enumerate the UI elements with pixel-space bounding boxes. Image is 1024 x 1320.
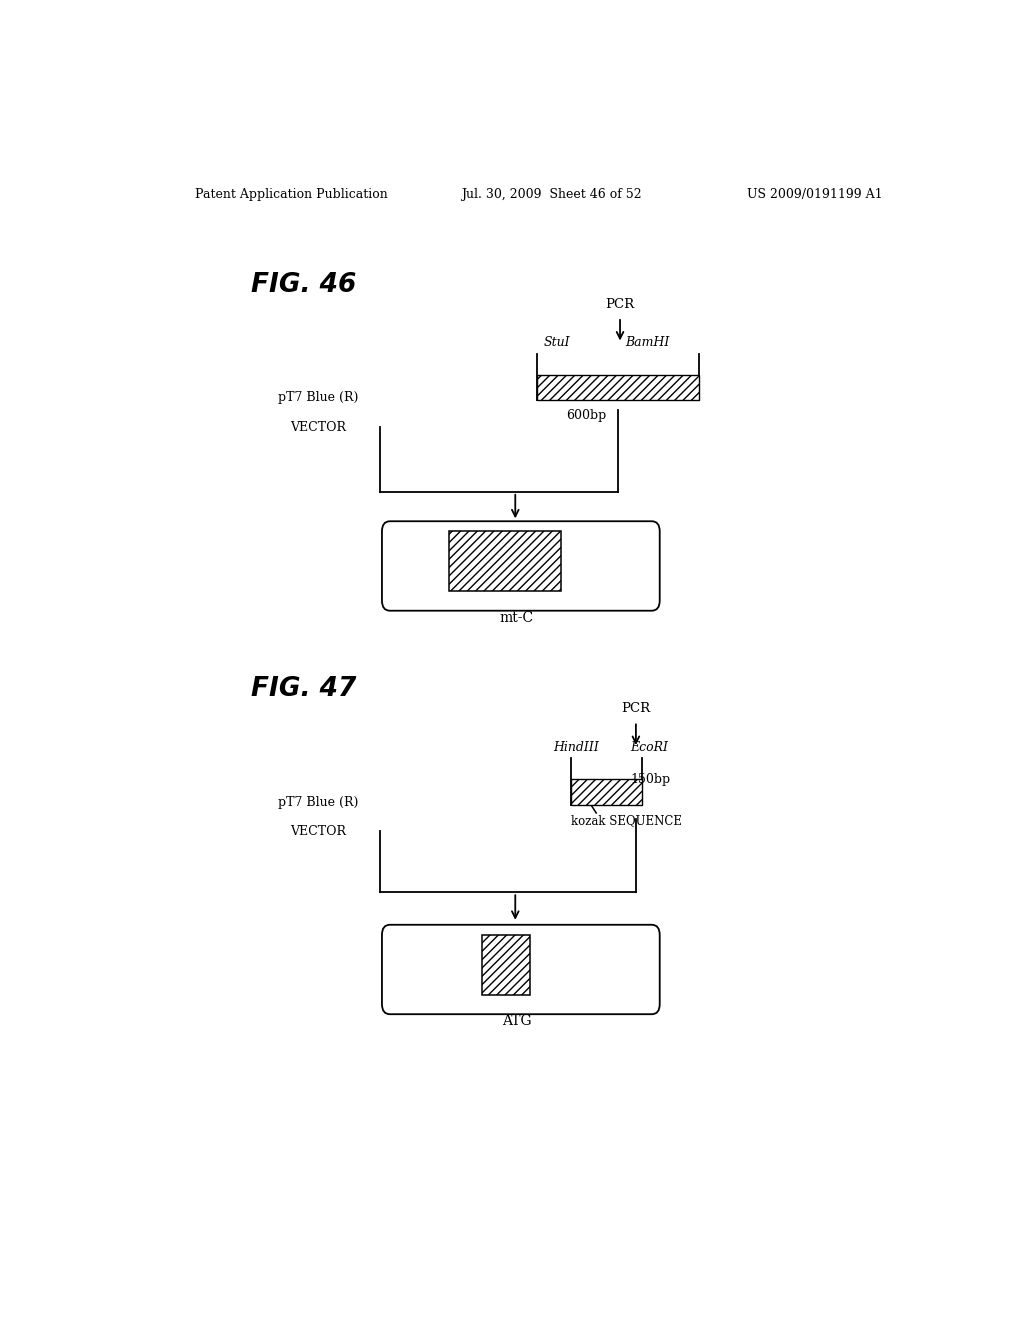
Text: pT7 Blue (R): pT7 Blue (R) xyxy=(279,796,358,809)
Text: 600bp: 600bp xyxy=(566,409,607,422)
Text: VECTOR: VECTOR xyxy=(291,825,346,838)
Text: ATG: ATG xyxy=(502,1014,531,1028)
Text: mt-C: mt-C xyxy=(500,611,534,624)
Text: BamHI: BamHI xyxy=(626,337,670,350)
Text: StuI: StuI xyxy=(543,337,570,350)
Text: EcoRI: EcoRI xyxy=(631,741,669,754)
FancyBboxPatch shape xyxy=(382,521,659,611)
Text: HindIII: HindIII xyxy=(553,741,599,754)
Text: kozak SEQUENCE: kozak SEQUENCE xyxy=(570,814,682,828)
Bar xyxy=(450,532,560,591)
Text: Patent Application Publication: Patent Application Publication xyxy=(196,189,388,202)
Bar xyxy=(537,375,699,400)
Text: US 2009/0191199 A1: US 2009/0191199 A1 xyxy=(748,189,883,202)
FancyBboxPatch shape xyxy=(382,925,659,1014)
Text: pT7 Blue (R): pT7 Blue (R) xyxy=(279,391,358,404)
Text: PCR: PCR xyxy=(622,702,650,715)
Text: Jul. 30, 2009  Sheet 46 of 52: Jul. 30, 2009 Sheet 46 of 52 xyxy=(461,189,642,202)
Bar xyxy=(482,935,529,995)
Bar xyxy=(570,779,642,805)
Text: FIG. 46: FIG. 46 xyxy=(251,272,356,298)
Bar xyxy=(450,532,560,591)
Bar xyxy=(482,935,529,995)
Text: 150bp: 150bp xyxy=(630,774,671,787)
Text: PCR: PCR xyxy=(605,298,635,312)
Bar xyxy=(537,375,699,400)
Text: FIG. 47: FIG. 47 xyxy=(251,676,356,702)
Text: VECTOR: VECTOR xyxy=(291,421,346,434)
Bar xyxy=(570,779,642,805)
